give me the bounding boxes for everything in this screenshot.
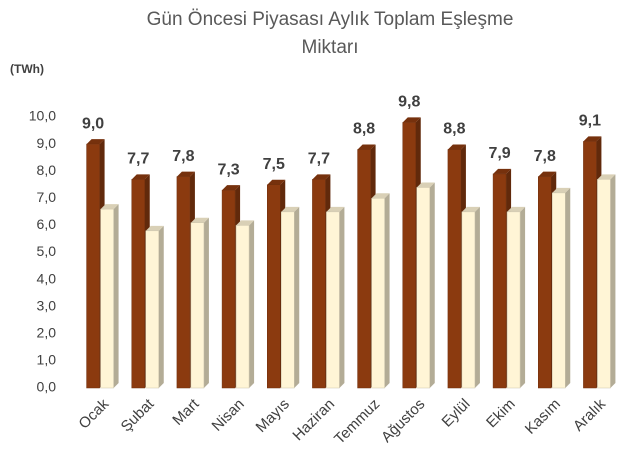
bar — [235, 225, 250, 389]
data-label: 7,5 — [263, 156, 285, 173]
y-tick-label: 8,0 — [37, 162, 57, 178]
bar — [506, 211, 521, 389]
data-label: 7,7 — [127, 151, 149, 168]
bar — [461, 211, 476, 389]
bar — [492, 173, 507, 389]
bar-side — [610, 174, 616, 388]
bar — [447, 149, 462, 389]
bar-top — [131, 174, 150, 180]
bar — [538, 176, 552, 389]
bar — [131, 179, 145, 389]
bar — [145, 230, 159, 389]
bar — [357, 149, 371, 389]
bar — [221, 189, 236, 389]
bar-top — [371, 193, 390, 199]
x-tick-label: Aralık — [570, 395, 609, 434]
bar-top — [176, 171, 195, 177]
bar-top — [416, 182, 435, 188]
x-tick-label: Nisan — [209, 396, 248, 435]
bar-side — [429, 182, 435, 388]
bar — [100, 208, 114, 389]
data-label: 8,8 — [443, 121, 465, 138]
bar-top — [236, 220, 255, 226]
data-label: 7,9 — [488, 145, 510, 162]
bar-side — [474, 206, 480, 388]
data-label: 9,0 — [82, 115, 104, 132]
y-tick-label: 6,0 — [37, 216, 57, 232]
y-tick-label: 7,0 — [37, 189, 57, 205]
data-label: 9,8 — [398, 94, 420, 111]
y-tick-label: 3,0 — [37, 297, 57, 313]
bar-side — [339, 206, 345, 388]
bar-top — [597, 174, 616, 180]
bar-side — [520, 206, 526, 388]
data-label: 7,8 — [534, 148, 556, 165]
bar — [86, 143, 100, 389]
x-tick-label: Mart — [169, 395, 203, 429]
bar-top — [267, 179, 286, 185]
y-tick-label: 9,0 — [37, 135, 57, 151]
bar — [416, 187, 430, 389]
bar-top — [326, 206, 345, 212]
bar-side — [294, 206, 300, 388]
data-label: 7,7 — [308, 151, 330, 168]
bar — [552, 192, 566, 389]
bar-side — [113, 204, 119, 388]
bar — [312, 179, 326, 389]
bar-top — [145, 225, 164, 231]
bar-side — [384, 193, 390, 388]
bar-top — [100, 204, 119, 210]
bar-top — [538, 171, 557, 177]
data-label: 7,3 — [217, 161, 239, 178]
bar-top — [281, 206, 300, 212]
y-tick-label: 1,0 — [37, 352, 57, 368]
bar-top — [357, 144, 376, 150]
bar-side — [203, 217, 209, 388]
bar — [281, 211, 295, 389]
bar-top — [86, 139, 105, 145]
bar-top — [583, 136, 602, 142]
x-tick-label: Ekim — [483, 396, 519, 432]
y-tick-label: 5,0 — [37, 243, 57, 259]
bar-top — [312, 174, 331, 180]
bar — [402, 122, 416, 389]
y-tick-label: 10,0 — [29, 108, 56, 124]
bar — [583, 141, 597, 389]
y-tick-label: 2,0 — [37, 325, 57, 341]
chart-title: Gün Öncesi Piyasası Aylık Toplam Eşleşme… — [146, 9, 514, 58]
bar-side — [565, 187, 571, 388]
bar-top — [493, 168, 512, 174]
bar — [326, 211, 340, 389]
bar-side — [249, 220, 255, 388]
x-tick-label: Kasım — [522, 396, 564, 438]
bar-top — [552, 187, 571, 193]
bar-top — [461, 206, 480, 212]
y-tick-label: 4,0 — [37, 270, 57, 286]
bar-top — [190, 217, 209, 223]
bar — [176, 176, 191, 389]
y-axis-unit: (TWh) — [10, 62, 44, 76]
bar — [597, 179, 611, 389]
x-tick-label: Ocak — [75, 395, 112, 432]
bar — [267, 184, 281, 389]
x-tick-label: Ağustos — [378, 396, 428, 446]
data-label: 8,8 — [353, 121, 375, 138]
y-tick-label: 0,0 — [37, 379, 57, 395]
x-tick-label: Eylül — [439, 396, 474, 431]
bar — [190, 222, 205, 389]
x-tick-label: Haziran — [289, 396, 338, 445]
bar-top — [507, 206, 526, 212]
bar-top — [447, 144, 466, 150]
bar-top — [222, 185, 241, 191]
data-label: 7,8 — [172, 148, 194, 165]
data-label: 9,1 — [579, 113, 601, 130]
x-tick-label: Temmuz — [331, 396, 383, 448]
bar-side — [158, 225, 164, 388]
x-tick-label: Şubat — [118, 395, 158, 435]
bar — [371, 198, 385, 389]
bar-top — [402, 117, 421, 123]
x-tick-label: Mayıs — [253, 396, 293, 436]
